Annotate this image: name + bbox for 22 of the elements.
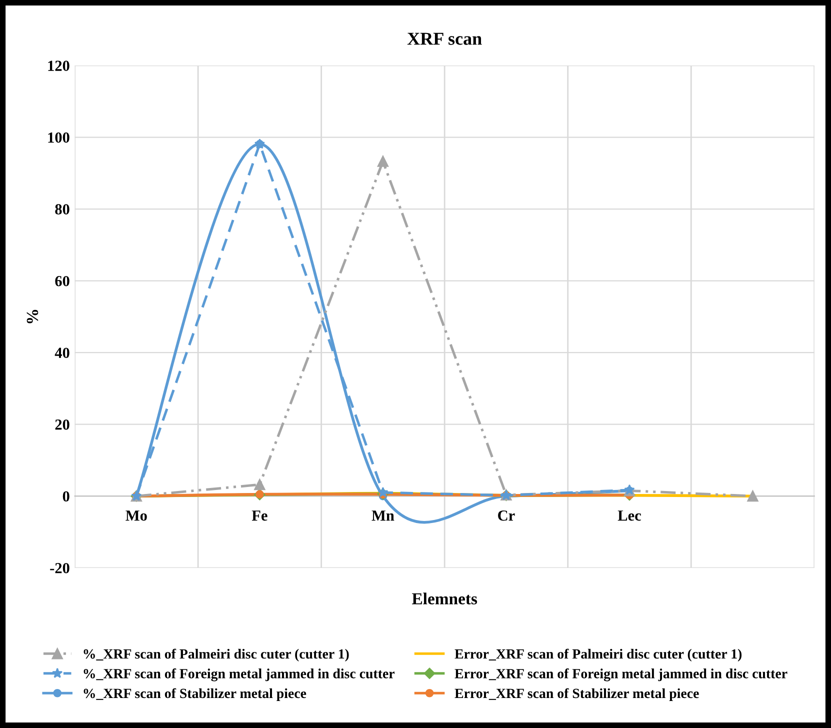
y-tick-label: 100 — [48, 132, 70, 143]
y-tick-label: 20 — [55, 419, 70, 430]
x-tick-label: Mo — [126, 510, 147, 521]
legend-label: Error_XRF scan of Palmeiri disc cuter (cutter 1) — [454, 648, 742, 662]
x-axis-title: Elemnets — [412, 592, 478, 604]
x-tick-label: Lec — [618, 510, 641, 521]
y-tick-label: -20 — [50, 562, 70, 574]
legend-label: %_XRF scan of Foreign metal jammed in disc cutter — [84, 668, 394, 682]
y-tick-label: 40 — [54, 348, 70, 358]
legend-label: %_XRF scan of Palmeiri disc cuter (cutter 1) — [84, 648, 349, 662]
y-tick-label: 80 — [55, 204, 70, 214]
chart-title: XRF scan — [407, 32, 482, 45]
x-tick-label: Cr — [498, 510, 515, 521]
y-tick-label: 120 — [48, 60, 70, 71]
x-tick-label: Mn — [372, 510, 394, 521]
legend-label: Error_XRF scan of Foreign metal jammed in disc cutter — [454, 668, 788, 682]
y-axis-title: % — [26, 310, 38, 324]
x-tick-label: Fe — [252, 510, 268, 521]
y-tick-label: 0 — [62, 491, 70, 502]
legend-label: Error_XRF scan of Stabilizer metal piece — [454, 688, 699, 701]
legend-label: %_XRF scan of Stabilizer metal piece — [84, 688, 306, 701]
y-tick-label: 60 — [55, 276, 70, 286]
